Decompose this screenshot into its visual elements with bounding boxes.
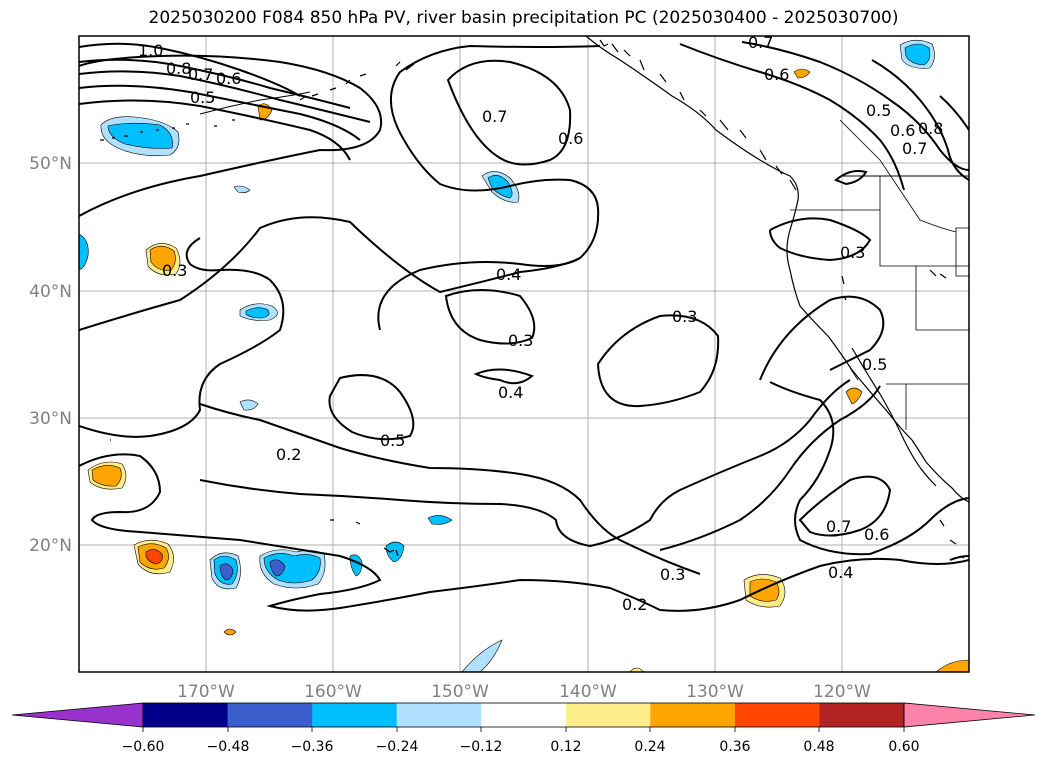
colorbar-segment [481,703,567,727]
colorbar-tick-label: −0.12 [460,739,503,755]
contour-label: 0.5 [380,431,405,450]
colorbar-tick-label: −0.48 [207,739,250,755]
patch-bottom-pos-2 [935,659,969,672]
lon-label-130w: 130°W [686,682,744,702]
map-border [78,35,970,673]
latitude-labels: 50°N 40°N 30°N 20°N [29,154,72,556]
contour-label: 0.2 [276,445,301,464]
contour-label: 0.2 [622,595,647,614]
colorbar-tick-labels: −0.60 −0.48 −0.36 −0.24 −0.12 0.12 0.24 … [122,739,920,755]
contour-label: 0.5 [862,355,887,374]
contour-label: 0.5 [866,101,891,120]
colorbar-segment [227,703,313,727]
colorbar-segment [565,703,651,727]
colorbar-segment [312,703,398,727]
contour-label: 0.3 [840,243,865,262]
contour-label: 0.6 [216,69,241,88]
patch-small-pos-1 [223,628,237,636]
colorbar-segment [734,703,820,727]
lon-label-120w: 120°W [813,682,871,702]
contour-label: 0.8 [166,59,191,78]
colorbar-border [142,702,905,728]
lat-label-20n: 20°N [29,536,72,556]
contour-label: 0.8 [918,119,943,138]
gridlines [79,36,969,672]
map-title: 2025030200 F084 850 hPa PV, river basin … [148,8,899,28]
contour-label: 0.6 [864,525,889,544]
contour-label: 0.4 [828,563,853,582]
colorbar-tick-label: −0.24 [376,739,419,755]
colorbar-tick-label: 0.24 [634,739,665,755]
pv-contours [79,41,969,612]
contour-label: 0.7 [902,139,927,158]
lon-label-140w: 140°W [559,682,617,702]
contour-label: 0.5 [190,88,215,107]
contour-label: 0.3 [508,331,533,350]
patch-small-neg-3 [233,185,251,193]
colorbar-segments [11,702,1036,728]
contour-label: 0.4 [498,383,523,402]
patch-left-edge-neg [79,233,89,271]
contour-label: 0.6 [558,129,583,148]
colorbar-tick-label: −0.60 [122,739,165,755]
colorbar-segment [819,703,905,727]
contour-label: 0.4 [496,265,521,284]
contour-label: 0.3 [660,565,685,584]
longitude-labels: 170°W 160°W 150°W 140°W 130°W 120°W [177,682,871,702]
contour-labels: 1.0 0.8 0.7 0.6 0.5 0.7 0.6 0.7 0.6 0.5 … [138,33,943,614]
colorbar-tick-label: 0.48 [803,739,834,755]
contour-label: 0.7 [482,107,507,126]
patch-bc-pos [793,68,811,79]
contour-label: 0.6 [890,121,915,140]
lat-label-30n: 30°N [29,409,72,429]
contour-label: 0.7 [188,65,213,84]
contour-label: 1.0 [138,41,163,60]
colorbar-tick-label: 0.12 [550,739,581,755]
colorbar-ticks [142,727,905,732]
contour-label: 0.6 [764,65,789,84]
precipitation-patches [79,39,969,672]
lon-label-160w: 160°W [304,682,362,702]
patch-baja-pos [845,387,863,405]
colorbar-segment [396,703,482,727]
lat-label-40n: 40°N [29,282,72,302]
contour-label: 0.3 [162,261,187,280]
lon-label-170w: 170°W [177,682,235,702]
colorbar-extend-right [903,702,1036,728]
colorbar-tick-label: 0.60 [888,739,919,755]
patch-hawaii-neg-5 [427,515,453,525]
colorbar: −0.60 −0.48 −0.36 −0.24 −0.12 0.12 0.24 … [11,702,1036,755]
lon-label-150w: 150°W [431,682,489,702]
colorbar-segment [650,703,736,727]
contour-label: 0.7 [826,517,851,536]
contour-label: 0.7 [748,33,773,52]
colorbar-segment [143,703,229,727]
colorbar-tick-label: 0.36 [719,739,750,755]
patch-bottom-neg [461,639,503,672]
contour-label: 0.3 [672,307,697,326]
colorbar-extend-left [11,702,144,728]
lat-label-50n: 50°N [29,154,72,174]
patch-hawaii-neg-4 [385,541,405,563]
patch-small-neg-2 [239,399,259,411]
colorbar-tick-label: −0.36 [291,739,334,755]
